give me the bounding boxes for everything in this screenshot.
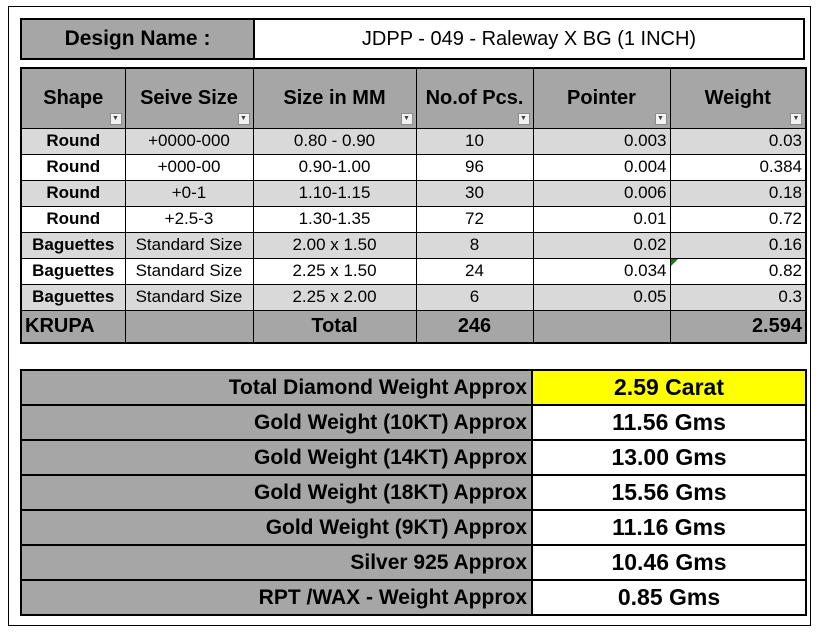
cell-pointer[interactable]: 0.006 [532,179,671,207]
cell-shape[interactable]: Baguettes [20,257,126,285]
cell-pointer[interactable]: 0.05 [532,283,671,311]
summary-value[interactable]: 10.46 Gms [531,544,807,581]
cell-pcs[interactable]: 72 [415,205,534,233]
filter-icon[interactable]: ▼ [517,112,530,125]
summary-value[interactable]: 13.00 Gms [531,439,807,476]
cell-shape[interactable]: Round [20,179,126,207]
summary-row-diamond: Total Diamond Weight Approx 2.59 Carat [20,369,807,406]
table-row: Baguettes Standard Size 2.25 x 2.00 6 0.… [20,283,807,311]
cell-size[interactable]: 2.25 x 1.50 [252,257,417,285]
comment-indicator-icon [670,258,678,266]
cell-pointer[interactable]: 0.02 [532,231,671,259]
summary-value[interactable]: 11.56 Gms [531,404,807,441]
header-no-of-pcs[interactable]: No.of Pcs. ▼ [415,67,534,129]
cell-weight[interactable]: 0.82 [669,257,807,285]
chevron-down-icon[interactable]: ▼ [237,112,250,125]
summary-row-gold-14kt: Gold Weight (14KT) Approx 13.00 Gms [20,439,807,476]
cell-shape[interactable]: Baguettes [20,231,126,259]
cell-pointer[interactable]: 0.003 [532,127,671,155]
header-weight[interactable]: Weight ▼ [669,67,807,129]
chevron-down-icon[interactable]: ▼ [400,112,413,125]
cell-weight-value: 0.82 [768,261,802,280]
diamond-table: Shape ▼ Seive Size ▼ Size in MM ▼ No.of Pcs… [20,67,807,344]
total-pcs[interactable]: 246 [415,309,534,344]
cell-weight[interactable]: 0.72 [669,205,807,233]
chevron-down-icon[interactable]: ▼ [109,112,122,125]
cell-seive[interactable]: +2.5-3 [124,205,254,233]
cell-size[interactable]: 1.10-1.15 [252,179,417,207]
cell-size[interactable]: 2.25 x 2.00 [252,283,417,311]
cell-seive[interactable]: +000-00 [124,153,254,181]
cell-weight[interactable]: 0.18 [669,179,807,207]
cell-weight[interactable]: 0.3 [669,283,807,311]
summary-table: Total Diamond Weight Approx 2.59 Carat G… [20,369,807,616]
table-row: Round +0-1 1.10-1.15 30 0.006 0.18 [20,179,807,207]
design-name-label: Design Name : [22,20,255,58]
cell-seive[interactable]: Standard Size [124,231,254,259]
summary-row-gold-10kt: Gold Weight (10KT) Approx 11.56 Gms [20,404,807,441]
total-weight[interactable]: 2.594 [669,309,807,344]
summary-label[interactable]: Gold Weight (18KT) Approx [20,474,533,511]
cell-shape[interactable]: Round [20,127,126,155]
table-header-row: Shape ▼ Seive Size ▼ Size in MM ▼ No.of Pcs… [20,67,807,129]
cell-seive[interactable]: Standard Size [124,257,254,285]
cell-pcs[interactable]: 96 [415,153,534,181]
total-label[interactable]: Total [252,309,417,344]
cell-shape[interactable]: Round [20,153,126,181]
design-name-row: Design Name : JDPP - 049 - Raleway X BG … [20,18,805,60]
design-name-value[interactable]: JDPP - 049 - Raleway X BG (1 INCH) [255,20,803,58]
header-shape[interactable]: Shape ▼ [20,67,126,129]
table-row: Round +2.5-3 1.30-1.35 72 0.01 0.72 [20,205,807,233]
table-row: Baguettes Standard Size 2.00 x 1.50 8 0.… [20,231,807,259]
table-row: Round +0000-000 0.80 - 0.90 10 0.003 0.0… [20,127,807,155]
summary-label[interactable]: RPT /WAX - Weight Approx [20,579,533,616]
cell-pcs[interactable]: 10 [415,127,534,155]
summary-value[interactable]: 2.59 Carat [531,369,807,406]
summary-row-silver: Silver 925 Approx 10.46 Gms [20,544,807,581]
cell-size[interactable]: 1.30-1.35 [252,205,417,233]
chevron-down-icon[interactable]: ▼ [790,112,802,125]
cell-seive[interactable]: +0-1 [124,179,254,207]
header-size-mm[interactable]: Size in MM ▼ [252,67,417,129]
cell-seive[interactable]: Standard Size [124,283,254,311]
total-row: KRUPA Total 246 2.594 [20,309,807,344]
summary-label[interactable]: Total Diamond Weight Approx [20,369,533,406]
summary-label[interactable]: Silver 925 Approx [20,544,533,581]
cell-size[interactable]: 0.80 - 0.90 [252,127,417,155]
cell-pointer[interactable]: 0.004 [532,153,671,181]
cell-weight[interactable]: 0.03 [669,127,807,155]
summary-value[interactable]: 11.16 Gms [531,509,807,546]
summary-label[interactable]: Gold Weight (14KT) Approx [20,439,533,476]
summary-row-gold-9kt: Gold Weight (9KT) Approx 11.16 Gms [20,509,807,546]
cell-pcs[interactable]: 8 [415,231,534,259]
total-company[interactable]: KRUPA [20,309,126,344]
summary-row-rpt-wax: RPT /WAX - Weight Approx 0.85 Gms [20,579,807,616]
summary-value[interactable]: 15.56 Gms [531,474,807,511]
cell-size[interactable]: 0.90-1.00 [252,153,417,181]
summary-value[interactable]: 0.85 Gms [531,579,807,616]
cell-size[interactable]: 2.00 x 1.50 [252,231,417,259]
header-pointer[interactable]: Pointer ▼ [532,67,671,129]
summary-label[interactable]: Gold Weight (9KT) Approx [20,509,533,546]
cell-weight[interactable]: 0.384 [669,153,807,181]
table-row: Baguettes Standard Size 2.25 x 1.50 24 0… [20,257,807,285]
summary-row-gold-18kt: Gold Weight (18KT) Approx 15.56 Gms [20,474,807,511]
cell-shape[interactable]: Baguettes [20,283,126,311]
cell-weight[interactable]: 0.16 [669,231,807,259]
cell-pointer[interactable]: 0.01 [532,205,671,233]
cell-seive[interactable]: +0000-000 [124,127,254,155]
summary-label[interactable]: Gold Weight (10KT) Approx [20,404,533,441]
cell-pcs[interactable]: 24 [415,257,534,285]
cell-pcs[interactable]: 30 [415,179,534,207]
cell-pcs[interactable]: 6 [415,283,534,311]
cell-pointer[interactable]: 0.034 [532,257,671,285]
chevron-down-icon[interactable]: ▼ [654,112,667,125]
cell-shape[interactable]: Round [20,205,126,233]
table-row: Round +000-00 0.90-1.00 96 0.004 0.384 [20,153,807,181]
total-empty-cell[interactable] [124,309,254,344]
total-empty-cell[interactable] [532,309,671,344]
header-seive-size[interactable]: Seive Size ▼ [124,67,254,129]
